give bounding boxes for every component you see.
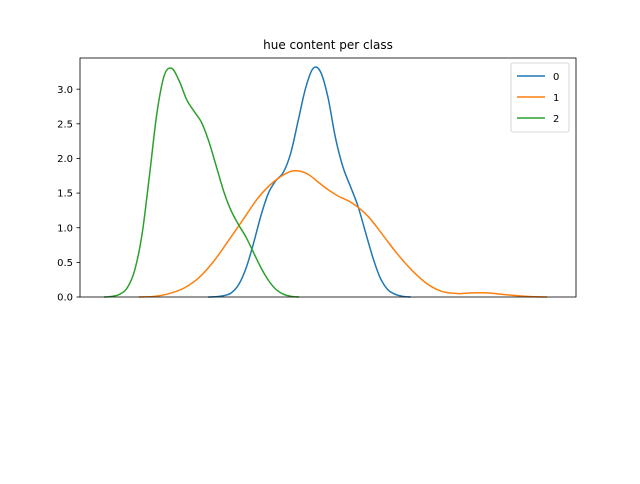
y-tick-label-0: 0.0 (57, 293, 73, 304)
axes-frame (79, 57, 577, 298)
y-tick-label-3: 1.5 (57, 189, 73, 200)
chart-title: hue content per class (263, 38, 393, 52)
y-tick-label-6: 3.0 (57, 85, 73, 96)
legend-label-2: 2 (553, 114, 559, 125)
y-tick-label-4: 2.0 (57, 154, 73, 165)
legend-label-0: 0 (553, 72, 559, 83)
series-line-1 (138, 169, 548, 298)
plot-area: 0.0 0.5 1.0 1.5 2.0 2.5 3.0 0 1 2 (57, 57, 577, 304)
y-tick-label-1: 0.5 (57, 258, 73, 269)
y-tick-label-5: 2.5 (57, 119, 73, 130)
y-tick-label-2: 1.0 (57, 223, 73, 234)
legend: 0 1 2 (510, 62, 570, 133)
legend-label-1: 1 (553, 93, 559, 104)
series-line-2 (103, 67, 300, 298)
series-line-0 (208, 66, 411, 298)
